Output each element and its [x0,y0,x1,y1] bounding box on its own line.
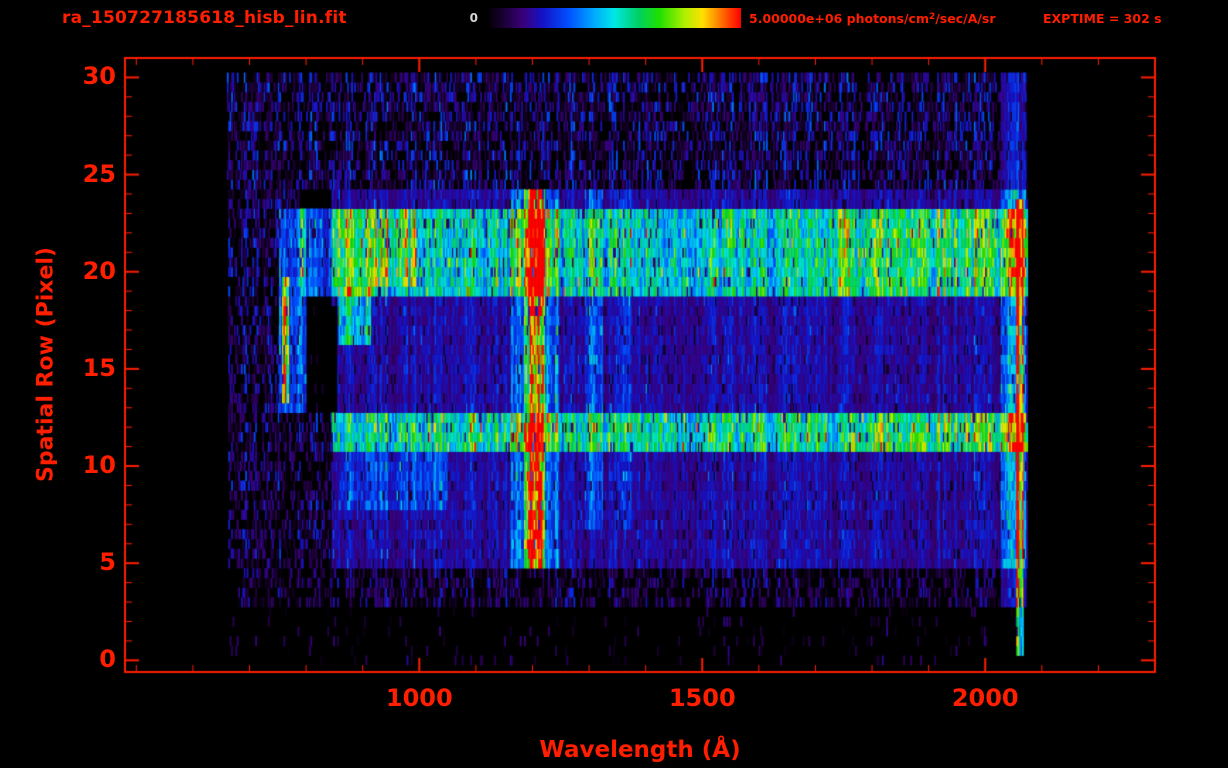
exptime-label: EXPTIME = 302 s [1043,11,1162,26]
file-title: ra_150727185618_hisb_lin.fit [62,8,347,28]
colorbar-max-suffix: /sec/A/sr [935,11,996,26]
y-axis-title: Spatial Row (Pixel) [33,247,59,483]
colorbar-max-superscript: 2 [928,12,936,22]
colorbar-min-label: 0 [469,11,478,25]
colorbar-max-prefix: 5.00000e+06 photons/cm [749,11,929,26]
colorbar-max-label: 5.00000e+06 photons/cm2/sec/A/sr [749,11,996,26]
x-axis-title: Wavelength (Å) [539,737,741,763]
colorbar [487,8,741,28]
